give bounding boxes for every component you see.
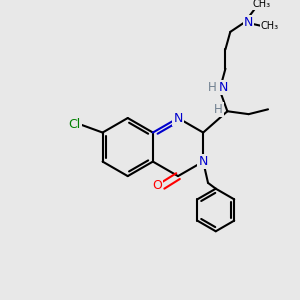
Text: N: N (244, 16, 254, 29)
Text: N: N (173, 112, 183, 124)
Text: CH₃: CH₃ (252, 0, 270, 9)
Text: O: O (152, 179, 162, 192)
Text: N: N (219, 81, 228, 94)
Text: CH₃: CH₃ (261, 21, 279, 31)
Text: N: N (199, 155, 208, 168)
Text: H: H (214, 103, 223, 116)
Text: Cl: Cl (68, 118, 81, 131)
Text: H: H (208, 81, 216, 94)
